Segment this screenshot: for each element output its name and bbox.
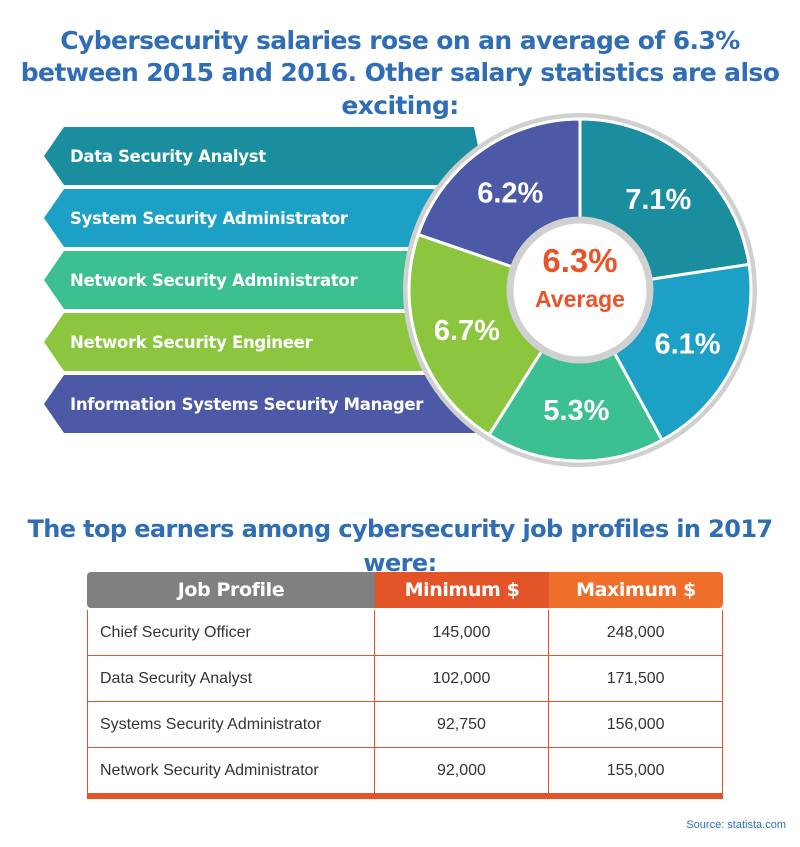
pie-slice-label: 6.7% — [434, 315, 500, 347]
cell-minimum: 92,750 — [375, 702, 550, 747]
header-job-profile: Job Profile — [87, 572, 375, 608]
table-row: Systems Security Administrator 92,750 15… — [88, 702, 722, 748]
table-row: Chief Security Officer 145,000 248,000 — [88, 610, 722, 656]
legend-banner — [44, 189, 486, 247]
legend-label: System Security Administrator — [70, 209, 349, 228]
cell-minimum: 92,000 — [375, 748, 550, 793]
cell-minimum: 145,000 — [375, 610, 550, 655]
average-value: 6.3% — [542, 242, 617, 279]
cell-job-profile: Network Security Administrator — [88, 748, 375, 793]
pie-slice-label: 5.3% — [543, 395, 609, 427]
legend-banners: Data Security Analyst System Security Adm… — [44, 127, 486, 433]
cell-job-profile: Data Security Analyst — [88, 656, 375, 701]
legend-label: Network Security Administrator — [70, 271, 358, 290]
legend-label: Information Systems Security Manager — [70, 395, 424, 414]
header-maximum: Maximum $ — [549, 572, 723, 608]
cell-maximum: 155,000 — [606, 761, 665, 779]
legend-label: Network Security Engineer — [70, 333, 314, 352]
table-row: Data Security Analyst 102,000 171,500 — [88, 656, 722, 702]
cell-job-profile: Systems Security Administrator — [88, 702, 375, 747]
legend-banner — [44, 127, 486, 185]
legend-banner — [44, 313, 486, 371]
pie-slice-label: 6.2% — [477, 177, 543, 209]
pie-slice-label: 7.1% — [625, 184, 691, 216]
table-bottom-bar — [87, 793, 723, 799]
headline-line-1: Cybersecurity salaries rose on an averag… — [60, 26, 740, 55]
salary-table: Job Profile Minimum $ Maximum $ Chief Se… — [87, 572, 723, 799]
headline-line-2: between 2015 and 2016. Other salary stat… — [20, 58, 780, 120]
average-label: Average — [535, 286, 625, 312]
pie-slice-labels: 7.1% 6.1% 5.3% 6.7% 6.2% — [434, 177, 721, 427]
table-headline: The top earners among cybersecurity job … — [27, 515, 773, 577]
header-minimum: Minimum $ — [375, 572, 549, 608]
table-body: Chief Security Officer 145,000 248,000 D… — [87, 610, 723, 793]
legend-label: Data Security Analyst — [70, 147, 266, 166]
cell-maximum: 248,000 — [606, 623, 665, 641]
salary-growth-chart: Data Security Analyst System Security Adm… — [44, 113, 757, 467]
legend-banner — [44, 251, 486, 309]
pie-slice — [487, 287, 665, 463]
pie-center-ring — [506, 216, 654, 364]
legend-banner — [44, 375, 486, 433]
cell-minimum: 102,000 — [375, 656, 550, 701]
cell-maximum: 156,000 — [606, 715, 665, 733]
cell-maximum: 171,500 — [606, 669, 665, 687]
pie-slice-label: 6.1% — [654, 328, 720, 360]
table-row: Network Security Administrator 92,000 15… — [88, 748, 722, 793]
source-note: Source: statista.com — [686, 819, 786, 831]
cell-job-profile: Chief Security Officer — [88, 610, 375, 655]
table-header-row: Job Profile Minimum $ Maximum $ — [87, 572, 723, 608]
